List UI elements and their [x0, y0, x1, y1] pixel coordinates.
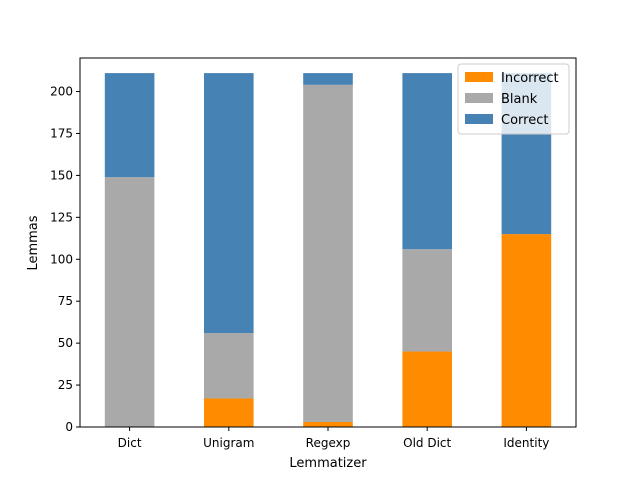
y-tick-label: 25 — [58, 378, 73, 392]
y-tick-label: 0 — [65, 420, 73, 434]
legend-swatch-incorrect — [465, 72, 493, 82]
y-tick-label: 100 — [50, 252, 73, 266]
x-tick-label: Dict — [118, 436, 142, 450]
bar-blank-regexp — [303, 84, 353, 422]
bar-blank-unigram — [204, 333, 254, 399]
legend-label-incorrect: Incorrect — [501, 71, 559, 86]
bar-incorrect-identity — [501, 234, 552, 427]
bar-incorrect-regexp — [303, 421, 353, 427]
bar-blank-old-dict — [402, 249, 452, 352]
x-tick-label: Old Dict — [403, 436, 451, 450]
legend-label-blank: Blank — [501, 92, 538, 107]
y-tick-label: 75 — [58, 294, 73, 308]
bar-correct-unigram — [204, 73, 254, 334]
bar-correct-dict — [104, 73, 155, 178]
bar-correct-regexp — [303, 73, 353, 85]
y-axis-label: Lemmas — [26, 215, 41, 270]
y-tick-label: 175 — [50, 126, 73, 140]
legend-swatch-blank — [465, 93, 493, 103]
bar-incorrect-old-dict — [402, 351, 452, 427]
legend: Incorrect Blank Correct — [457, 63, 570, 135]
axes-layer: 0 25 50 75 100 125 150 175 200 Dict Unigram Regexp O… — [50, 57, 577, 450]
x-tick-label: Regexp — [306, 436, 351, 450]
y-tick-label: 200 — [50, 85, 73, 99]
legend-label-correct: Correct — [501, 113, 548, 128]
bar-blank-dict — [104, 177, 155, 427]
x-tick-label: Identity — [503, 436, 549, 450]
y-tick-label: 50 — [58, 336, 73, 350]
bars-layer — [104, 73, 552, 427]
x-tick-label: Unigram — [203, 436, 254, 450]
legend-swatch-correct — [465, 114, 493, 124]
bar-incorrect-unigram — [204, 398, 254, 427]
y-tick-label: 125 — [50, 210, 73, 224]
bar-correct-old-dict — [402, 73, 452, 250]
x-axis-label: Lemmatizer — [289, 456, 367, 471]
y-tick-label: 150 — [50, 168, 73, 182]
